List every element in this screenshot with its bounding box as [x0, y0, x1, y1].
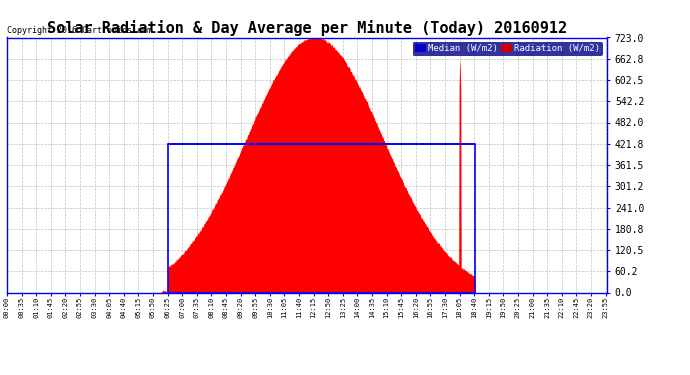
Bar: [168, 144, 475, 292]
Title: Solar Radiation & Day Average per Minute (Today) 20160912: Solar Radiation & Day Average per Minute…: [47, 20, 567, 36]
Text: Copyright 2016 Cartronics.com: Copyright 2016 Cartronics.com: [7, 26, 152, 35]
Legend: Median (W/m2), Radiation (W/m2): Median (W/m2), Radiation (W/m2): [413, 42, 602, 56]
